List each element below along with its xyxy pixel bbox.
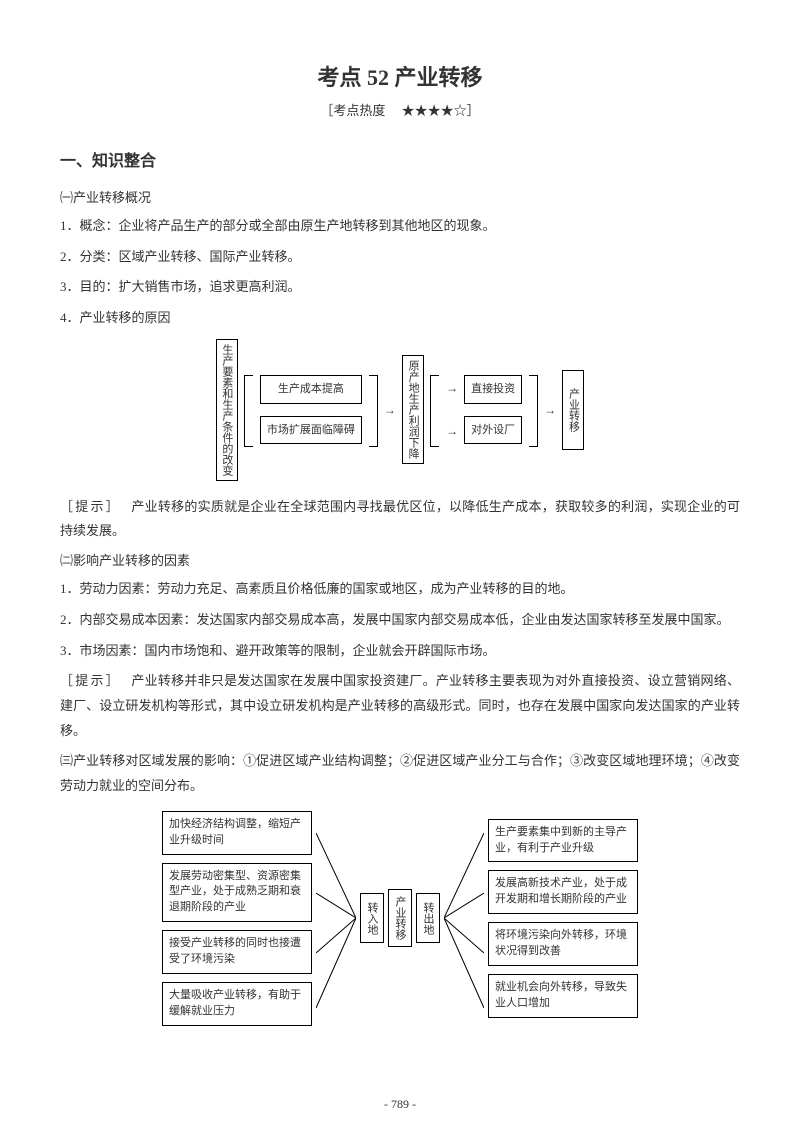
d1-col-2: 生产成本提高 市场扩展面临障碍 <box>260 375 362 444</box>
page-title: 考点 52 产业转移 <box>60 60 740 92</box>
d1-bracket-close-2 <box>528 375 538 445</box>
d1-box-market-barrier: 市场扩展面临障碍 <box>260 416 362 444</box>
d1-box-profit-down: 原产地生产利润下降 <box>402 355 424 464</box>
d2-left-3: 大量吸收产业转移，有助于缓解就业压力 <box>162 982 312 1026</box>
d2-right-1: 发展高新技术产业，处于成开发期和增长期阶段的产业 <box>488 870 638 914</box>
subtitle-prefix: ［考点热度 <box>320 103 385 118</box>
subheading-a: ㈠产业转移概况 <box>60 187 740 206</box>
hint-2-body: 产业转移并非只是发达国家在发展中国家投资建厂。产业转移主要表现为对外直接投资、设… <box>60 673 740 737</box>
d1-box-factors: 生产要素和生产条件的改变 <box>216 339 238 481</box>
hint-1: ［提示］ 产业转移的实质就是企业在全球范围内寻找最优区位，以降低生产成本，获取较… <box>60 495 740 544</box>
d2-fan-left <box>316 813 356 1023</box>
hint-1-body: 产业转移的实质就是企业在全球范围内寻找最优区位，以降低生产成本，获取较多的利润，… <box>60 499 740 539</box>
d1-bracket-open-2 <box>430 375 440 445</box>
d2-right-2: 将环境污染向外转移，环境状况得到改善 <box>488 922 638 966</box>
d1-bracket-open-1 <box>244 375 254 445</box>
section-heading-1: 一、知识整合 <box>60 147 740 171</box>
flowchart-impact: 加快经济结构调整，缩短产业升级时间 发展劳动密集型、资源密集型产业，处于成熟乏期… <box>60 811 740 1026</box>
para-market: 3．市场因素：国内市场饱和、避开政策等的限制，企业就会开辟国际市场。 <box>60 639 740 664</box>
d2-left-0: 加快经济结构调整，缩短产业升级时间 <box>162 811 312 855</box>
subheading-b: ㈡影响产业转移的因素 <box>60 550 740 569</box>
d2-mid-left: 转入地 <box>360 893 384 943</box>
hint-1-label: ［提示］ <box>60 499 121 514</box>
d2-fan-right <box>444 813 484 1023</box>
page-number: - 789 - <box>0 1097 800 1112</box>
para-category: 2．分类：区域产业转移、国际产业转移。 <box>60 245 740 270</box>
hint-2: ［提示］ 产业转移并非只是发达国家在发展中国家投资建厂。产业转移主要表现为对外直… <box>60 669 740 743</box>
d1-box-transfer: 产业转移 <box>562 370 584 450</box>
d2-right-0: 生产要素集中到新的主导产业，有利于产业升级 <box>488 819 638 863</box>
d1-box-foreign-factory: 对外设厂 <box>464 416 522 444</box>
d1-arrow-2b: → <box>446 424 458 439</box>
para-purpose: 3．目的：扩大销售市场，追求更高利润。 <box>60 275 740 300</box>
d1-arrow-3: → <box>544 404 556 416</box>
para-reason: 4．产业转移的原因 <box>60 306 740 331</box>
flowchart-reason: 生产要素和生产条件的改变 生产成本提高 市场扩展面临障碍 → 原产地生产利润下降… <box>60 339 740 481</box>
para-concept: 1．概念：企业将产品生产的部分或全部由原生产地转移到其他地区的现象。 <box>60 214 740 239</box>
d1-bracket-close-1 <box>368 375 378 445</box>
d1-box-cost-up: 生产成本提高 <box>260 375 362 403</box>
para-labor: 1．劳动力因素：劳动力充足、高素质且价格低廉的国家或地区，成为产业转移的目的地。 <box>60 577 740 602</box>
d2-left-1: 发展劳动密集型、资源密集型产业，处于成熟乏期和衰退期阶段的产业 <box>162 863 312 923</box>
para-cost: 2．内部交易成本因素：发达国家内部交易成本高，发展中国家内部交易成本低，企业由发… <box>60 608 740 633</box>
d1-arrow-2a: → <box>446 381 458 396</box>
subheading-c: ㈢产业转移对区域发展的影响：①促进区域产业结构调整；②促进区域产业分工与合作；③… <box>60 749 740 798</box>
d1-arrow-1: → <box>384 404 396 416</box>
hint-2-label: ［提示］ <box>60 673 121 688</box>
d1-col-4: 直接投资 对外设厂 <box>464 375 522 444</box>
d2-mid-center: 产业转移 <box>388 889 412 947</box>
d2-left-2: 接受产业转移的同时也接遭受了环境污染 <box>162 930 312 974</box>
d1-arrow-col: → → <box>446 381 458 439</box>
subtitle-stars: ★★★★☆］ <box>402 103 480 118</box>
d2-right-col: 生产要素集中到新的主导产业，有利于产业升级 发展高新技术产业，处于成开发期和增长… <box>488 819 638 1019</box>
d2-left-col: 加快经济结构调整，缩短产业升级时间 发展劳动密集型、资源密集型产业，处于成熟乏期… <box>162 811 312 1026</box>
page-subtitle: ［考点热度 ★★★★☆］ <box>60 100 740 119</box>
d2-mid-right: 转出地 <box>416 893 440 943</box>
d2-right-3: 就业机会向外转移，导致失业人口增加 <box>488 974 638 1018</box>
d1-box-direct-invest: 直接投资 <box>464 375 522 403</box>
